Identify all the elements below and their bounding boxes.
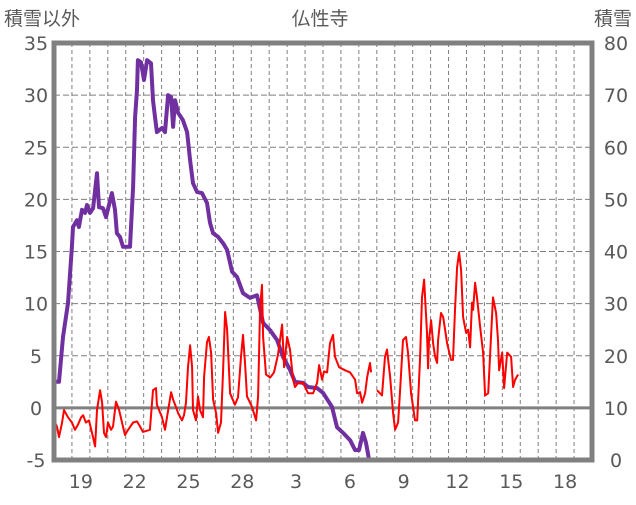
series-line-segment (376, 251, 519, 431)
right-axis-label: 積雪 (594, 8, 632, 30)
plot-border (51, 40, 595, 463)
right-tick-label: 40 (604, 242, 628, 264)
right-tick-label: 80 (604, 33, 628, 55)
x-tick-label: 15 (499, 471, 523, 493)
x-tick-label: 3 (290, 471, 302, 493)
grid (54, 43, 592, 460)
left-tick-label: 30 (24, 85, 48, 107)
right-tick-label: 20 (604, 346, 628, 368)
left-tick-label: -5 (27, 450, 46, 472)
left-tick-label: 35 (24, 33, 48, 55)
left-tick-label: 10 (24, 294, 48, 316)
right-tick-label: 0 (610, 450, 622, 472)
left-tick-label: 25 (24, 137, 48, 159)
x-tick-label: 28 (230, 471, 254, 493)
x-tick-label: 9 (398, 471, 410, 493)
x-tick-label: 6 (344, 471, 356, 493)
x-tick-label: 22 (123, 471, 147, 493)
x-tick-label: 18 (553, 471, 577, 493)
left-axis-label: 積雪以外 (4, 8, 80, 30)
x-tick-label: 12 (445, 471, 469, 493)
right-tick-label: 30 (604, 294, 628, 316)
series-line-segment (53, 283, 373, 448)
left-tick-label: 20 (24, 189, 48, 211)
right-tick-label: 10 (604, 398, 628, 420)
right-tick-label: 70 (604, 85, 628, 107)
left-tick-label: 5 (30, 346, 42, 368)
left-tick-label: 15 (24, 242, 48, 264)
left-tick-label: 0 (30, 398, 42, 420)
x-tick-label: 19 (69, 471, 93, 493)
x-tick-label: 25 (176, 471, 200, 493)
right-tick-label: 50 (604, 189, 628, 211)
series-other (53, 251, 519, 448)
right-tick-label: 60 (604, 137, 628, 159)
chart-title: 仏性寺 (291, 8, 348, 30)
